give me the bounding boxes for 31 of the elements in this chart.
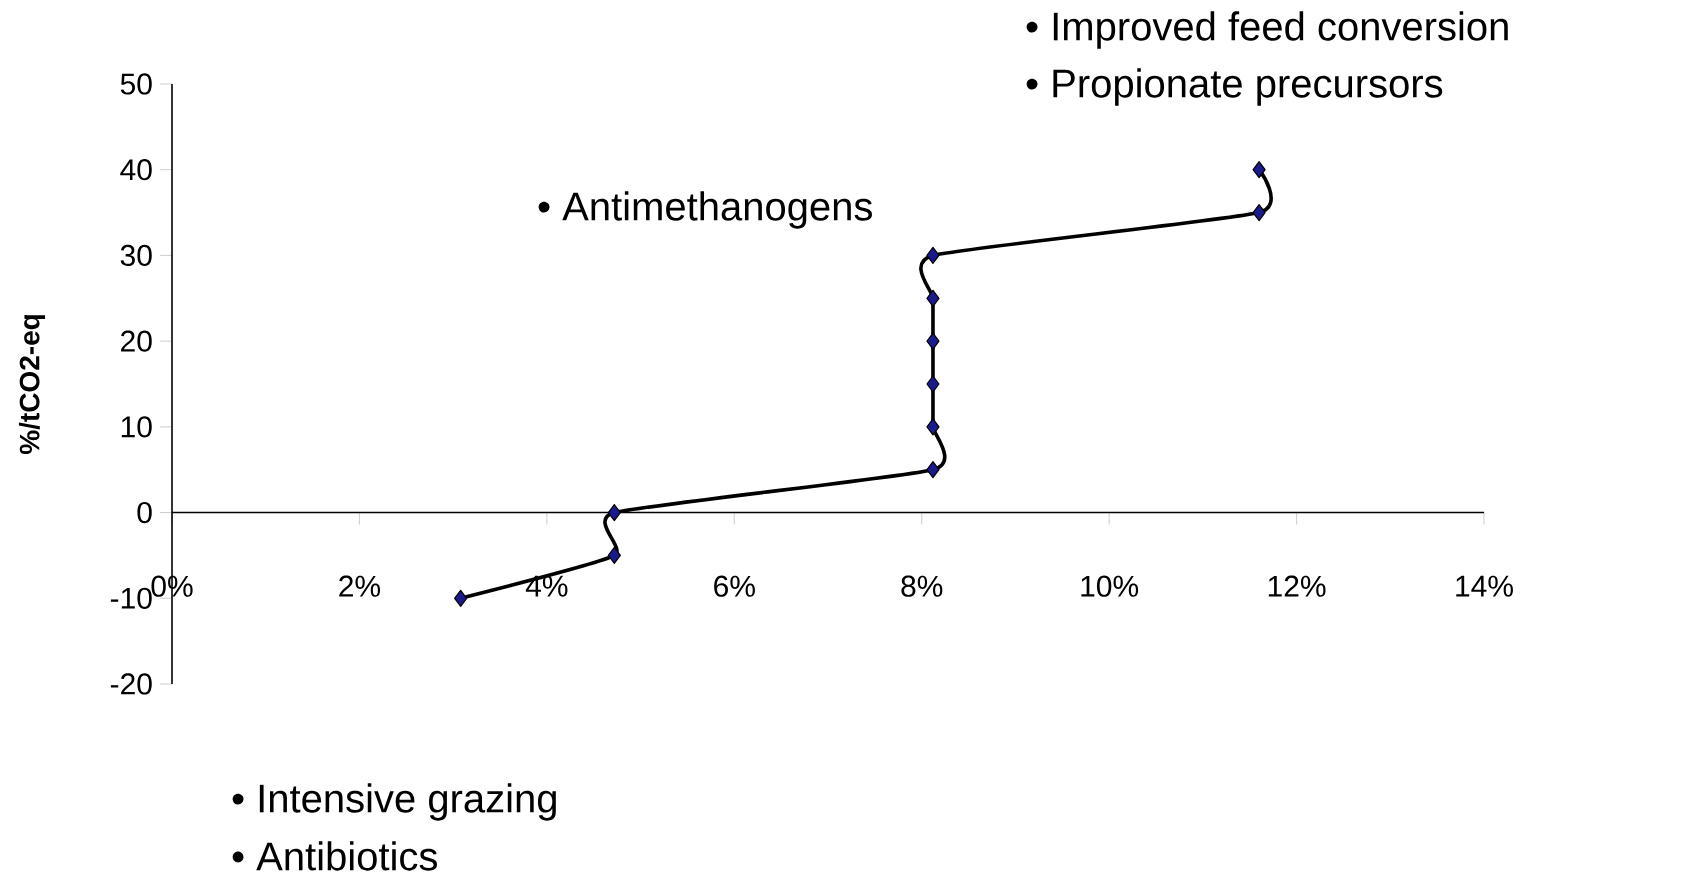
annotation: • Propionate precursors [1026, 68, 1443, 106]
point [454, 589, 468, 607]
x-tick-label: 14% [1456, 575, 1513, 597]
y-tick-label: 0 [137, 501, 152, 524]
point [926, 246, 940, 265]
y-tick-label: -10 [110, 587, 152, 609]
point [926, 375, 940, 393]
x-tick-label: 10% [1081, 575, 1139, 597]
y-tick-label: 20 [121, 330, 152, 352]
x-tick-label: 12% [1268, 575, 1326, 597]
x-tick-label: 8% [901, 575, 943, 597]
text: • Improved feed conversion [1026, 11, 1508, 49]
text: • Intensive grazing [232, 783, 556, 821]
x-tick-label: 2% [339, 575, 381, 597]
point [926, 332, 940, 350]
point [1252, 203, 1266, 222]
y-axis-title: %/tCO2-eq [18, 315, 46, 455]
point [607, 503, 621, 522]
y-tick-label: 50 [120, 73, 152, 95]
point [926, 461, 940, 479]
y-tick-label: 10 [121, 416, 152, 438]
x-tick-label: 6% [714, 575, 755, 597]
point [1252, 161, 1266, 179]
point [926, 418, 940, 436]
text: • Antibiotics [232, 841, 437, 871]
y-tick-label: 40 [120, 159, 152, 181]
point [926, 289, 940, 307]
point [607, 546, 621, 565]
annotation: • Antimethanogens [538, 191, 872, 229]
y-tick-label: 30 [120, 244, 152, 267]
y-tick-label: -20 [110, 673, 152, 695]
